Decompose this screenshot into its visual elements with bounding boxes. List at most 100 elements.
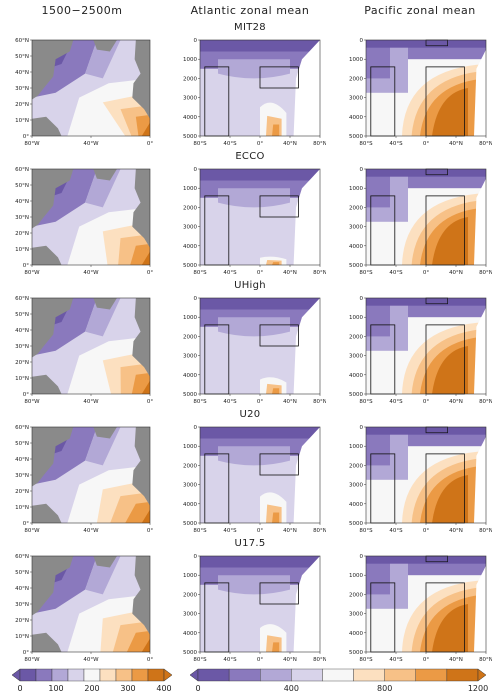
- section-lat-tick-label: 80°N: [479, 399, 492, 405]
- lat-tick-label: 40°N: [15, 199, 29, 205]
- colorbar-map-swatch: [19, 668, 37, 682]
- lat-tick-label: 50°N: [15, 570, 29, 576]
- colorbar-section-swatch: [415, 668, 448, 682]
- section-lat-tick-label: 80°N: [479, 270, 492, 276]
- section-lat-tick-label: 80°S: [193, 399, 207, 405]
- depth-tick-label: 3000: [349, 354, 363, 360]
- colorbar-tick-label: 400: [283, 684, 299, 693]
- lat-tick-label: 40°N: [15, 586, 29, 592]
- depth-tick-label: 3000: [349, 483, 363, 489]
- depth-tick-label: 3000: [183, 354, 197, 360]
- section-lat-tick-label: 0°: [257, 141, 263, 147]
- depth-tick-label: 1000: [183, 315, 197, 321]
- section-lat-tick-label: 80°N: [479, 141, 492, 147]
- section-lat-tick-label: 40°S: [223, 528, 237, 534]
- section-lat-tick-label: 80°S: [193, 528, 207, 534]
- lat-tick-label: 10°N: [15, 376, 29, 382]
- colorbar-section-swatch: [353, 668, 385, 682]
- row-title-u17-5: U17.5: [234, 538, 266, 549]
- land-europe-africa: [132, 427, 150, 506]
- section-lat-tick-label: 40°S: [389, 399, 403, 405]
- depth-tick-label: 4000: [349, 244, 363, 250]
- depth-tick-label: 3000: [183, 483, 197, 489]
- column-title-pacific: Pacific zonal mean: [364, 4, 476, 17]
- land-south-america: [32, 503, 62, 523]
- colorbar-tick-label: 100: [48, 684, 64, 693]
- lat-tick-label: 50°N: [15, 312, 29, 318]
- lat-tick-label: 60°N: [15, 296, 29, 302]
- land-north-america: [32, 556, 74, 616]
- lat-tick-label: 20°N: [15, 360, 29, 366]
- section-lat-tick-label: 40°N: [449, 528, 463, 534]
- colorbar-map-swatch: [147, 668, 165, 682]
- lat-tick-label: 10°N: [15, 505, 29, 511]
- lon-tick-label: 40°W: [83, 141, 99, 147]
- colorbar-tick-label: 0: [195, 684, 201, 693]
- depth-tick-label: 5000: [183, 392, 197, 398]
- colorbar-tick-label: 0: [17, 684, 23, 693]
- lat-tick-label: 50°N: [15, 54, 29, 60]
- depth-tick-label: 1000: [183, 444, 197, 450]
- section-lat-tick-label: 0°: [257, 399, 263, 405]
- colorbar-map-swatch: [115, 668, 133, 682]
- depth-tick-label: 2000: [183, 76, 197, 82]
- colorbar-map-swatch: [35, 668, 53, 682]
- colorbar-section-right-arrow: [477, 668, 486, 682]
- depth-tick-label: 3000: [183, 612, 197, 618]
- depth-tick-label: 2000: [183, 592, 197, 598]
- depth-tick-label: 1000: [349, 573, 363, 579]
- lon-tick-label: 40°W: [83, 270, 99, 276]
- section-lat-tick-label: 40°S: [223, 657, 237, 663]
- lat-tick-label: 50°N: [15, 183, 29, 189]
- depth-tick-label: 0: [360, 554, 364, 560]
- lat-tick-label: 60°N: [15, 554, 29, 560]
- lat-tick-label: 20°N: [15, 231, 29, 237]
- row-title-mit28: MIT28: [234, 22, 266, 33]
- depth-tick-label: 0: [194, 425, 198, 431]
- depth-tick-label: 2000: [349, 334, 363, 340]
- depth-tick-label: 0: [360, 425, 364, 431]
- section-lat-tick-label: 40°S: [223, 270, 237, 276]
- land-north-america: [32, 40, 74, 100]
- colorbar-section-swatch: [446, 668, 479, 682]
- lat-tick-label: 30°N: [15, 344, 29, 350]
- land-south-america: [32, 374, 62, 394]
- depth-tick-label: 1000: [349, 57, 363, 63]
- colorbar-section-swatch: [291, 668, 323, 682]
- section-lat-tick-label: 40°N: [283, 270, 297, 276]
- colorbar-map-swatch: [83, 668, 101, 682]
- depth-tick-label: 4000: [349, 373, 363, 379]
- section-lat-tick-label: 40°S: [389, 657, 403, 663]
- depth-tick-label: 3000: [183, 225, 197, 231]
- section-lat-tick-label: 80°S: [193, 270, 207, 276]
- land-europe-africa: [132, 556, 150, 635]
- section-lat-tick-label: 40°N: [283, 141, 297, 147]
- depth-tick-label: 1000: [349, 444, 363, 450]
- lon-tick-label: 40°W: [83, 657, 99, 663]
- section-lat-tick-label: 40°N: [449, 141, 463, 147]
- depth-tick-label: 0: [194, 38, 198, 44]
- section-lat-tick-label: 40°N: [283, 528, 297, 534]
- depth-tick-label: 4000: [349, 631, 363, 637]
- depth-tick-label: 2000: [349, 463, 363, 469]
- colorbar-section-left-arrow: [190, 668, 199, 682]
- column-title-depth-range: 1500−2500m: [41, 4, 123, 17]
- land-greenland: [93, 556, 117, 568]
- lat-tick-label: 10°N: [15, 118, 29, 124]
- section-lat-tick-label: 40°S: [389, 141, 403, 147]
- lat-tick-label: 30°N: [15, 473, 29, 479]
- depth-tick-label: 4000: [349, 502, 363, 508]
- land-north-america: [32, 427, 74, 487]
- section-lat-tick-label: 80°S: [359, 399, 373, 405]
- lat-tick-label: 60°N: [15, 425, 29, 431]
- section-lat-tick-label: 80°S: [359, 528, 373, 534]
- depth-tick-label: 2000: [183, 205, 197, 211]
- colorbar-tick-label: 200: [84, 684, 100, 693]
- colorbar-map-swatch: [131, 668, 149, 682]
